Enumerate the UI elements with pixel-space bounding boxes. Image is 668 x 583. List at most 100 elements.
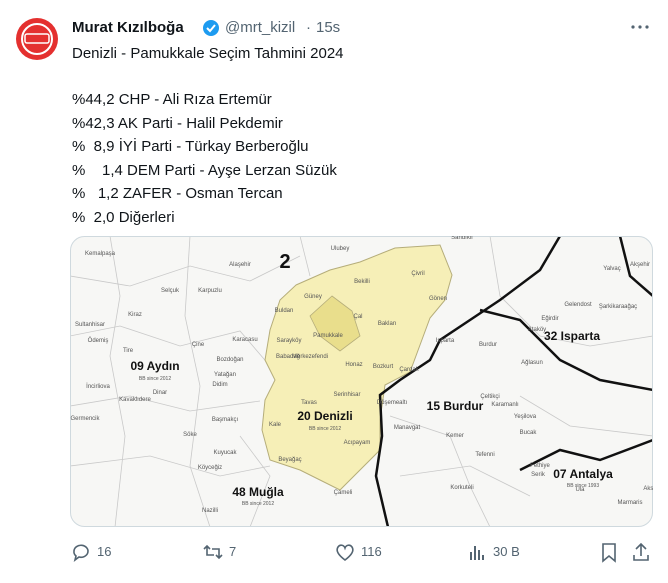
map-label: Bozdoğan: [216, 357, 243, 363]
map-label: Döşemealtı: [377, 400, 408, 406]
map-label: Kavaklıdere: [119, 397, 151, 403]
map-label: Gelendost: [564, 302, 592, 308]
map-label: Sandıklı: [451, 236, 473, 241]
map-label: Yalvaç: [603, 266, 621, 272]
time[interactable]: 15s: [316, 19, 341, 36]
map-label: Korkuteli: [450, 485, 473, 491]
avatar[interactable]: [16, 18, 58, 60]
map-label: BB since 2012: [242, 501, 274, 507]
map-label: BB since 2012: [139, 376, 171, 382]
map-label: Sultanhisar: [75, 322, 105, 328]
map-label: Dinar: [153, 390, 167, 396]
map-label: 20 Denizli: [297, 409, 352, 423]
map-label: Merkezefendi: [292, 354, 328, 360]
map-label: Pamukkale: [313, 333, 343, 339]
map-label: Karacasu: [232, 337, 257, 343]
views-count: 30 B: [493, 544, 520, 559]
map-label: BB since 1993: [567, 483, 599, 489]
map-label: Çal: [353, 314, 362, 320]
map-label: Tire: [123, 348, 134, 354]
map-label: Manavgat: [394, 425, 421, 431]
map-label: Beyağaç: [278, 457, 301, 463]
map-label: Serinhisar: [333, 392, 360, 398]
map-image[interactable]: 2 09 Aydın BB since 2012 20 Denizli BB since…: [70, 236, 653, 527]
map-label: Nazilli: [202, 508, 218, 514]
map-label: 09 Aydın: [130, 359, 179, 373]
map-label: Eğirdir: [541, 316, 558, 322]
map-label: 15 Burdur: [427, 399, 484, 413]
map-label: Ula: [575, 487, 585, 493]
map-label: Çameli: [334, 490, 353, 496]
map-label: Aksu: [643, 486, 653, 492]
map-label: Söke: [183, 432, 197, 438]
tweet-line: % 2,0 Diğerleri: [72, 208, 175, 226]
likes-icon[interactable]: [334, 541, 356, 563]
tweet-line: % 1,4 DEM Parti - Ayşe Lerzan Süzük: [72, 161, 337, 179]
map-label: Kuyucak: [213, 450, 237, 456]
map-label: Çardak: [399, 367, 419, 373]
map-label: Buldan: [275, 308, 294, 314]
map-label: Kemalpaşa: [85, 251, 116, 257]
map-label: Şarkikaraağaç: [599, 304, 637, 310]
map-label: Selçuk: [161, 288, 180, 294]
map-label: Didim: [212, 382, 227, 388]
map-label: Karpuzlu: [198, 288, 222, 294]
map-label: Babadağ: [276, 354, 300, 360]
share-button[interactable]: [630, 541, 652, 563]
map-label: Marmaris: [618, 500, 643, 506]
tweet-line: % 8,9 İYİ Parti - Türkay Berberoğlu: [72, 138, 309, 155]
map-label: Tavas: [301, 400, 317, 406]
tweet-title: Denizli - Pamukkale Seçim Tahmini 2024: [72, 45, 344, 62]
map-label: 2: [279, 251, 290, 273]
map-label: Bozkurt: [373, 364, 394, 370]
map-label: Başmakçı: [212, 417, 239, 423]
reposts-count: 7: [229, 544, 237, 559]
map-label: Ataköy: [528, 327, 546, 333]
map-label: Isparta: [436, 338, 455, 344]
map-label: Ulubey: [331, 246, 350, 252]
likes-count: 116: [361, 544, 382, 559]
map-label: Kale: [269, 422, 282, 428]
separator: ·: [306, 19, 311, 36]
map-label: Gönen: [429, 296, 447, 302]
reposts-icon[interactable]: [202, 541, 224, 563]
map-label: BB since 2012: [309, 426, 341, 432]
replies-count: 16: [97, 544, 112, 559]
views-icon[interactable]: [466, 541, 488, 563]
author-name[interactable]: Murat Kızılboğa: [72, 19, 184, 36]
map-label: Ödemiş: [88, 337, 109, 344]
map-label: 32 Isparta: [544, 329, 600, 343]
map-label: Çine: [192, 342, 205, 348]
map-label: 07 Antalya: [553, 467, 613, 481]
map-label: Kiraz: [128, 312, 142, 318]
tweet-line: % 1,2 ZAFER - Osman Tercan: [72, 185, 283, 202]
map-label: Kemer: [446, 433, 464, 439]
replies-icon[interactable]: [70, 541, 92, 563]
map-label: İncirliova: [86, 383, 110, 390]
tweet-line: %42,3 AK Parti - Halil Pekdemir: [72, 114, 283, 132]
map-label: Germencik: [70, 416, 100, 422]
map-label: Acıpayam: [344, 440, 371, 446]
bookmark-button[interactable]: [598, 541, 620, 563]
map-label: Bekilli: [354, 279, 370, 285]
map-label: Ağlasun: [521, 360, 543, 366]
handle[interactable]: @mrt_kizil: [225, 19, 296, 36]
map-label: Burdur: [479, 342, 497, 348]
map-label: Honaz: [345, 362, 362, 368]
map-label: Alaşehir: [229, 262, 251, 268]
map-label: Serik: [531, 472, 546, 478]
map-label: Bucak: [520, 430, 538, 436]
verified-badge: [203, 20, 219, 36]
map-label: Köyceğiz: [198, 465, 222, 471]
map-label: 48 Muğla: [232, 485, 284, 499]
map-label: Çeltikçi: [480, 394, 499, 400]
map-label: Çivril: [411, 271, 424, 277]
more-button[interactable]: [628, 18, 652, 36]
map-label: Yeşilova: [514, 414, 537, 420]
map-label: Fethiye: [530, 463, 550, 469]
map-label: Güney: [304, 294, 322, 300]
map-label: Akşehir: [630, 262, 650, 268]
tweet-line: %44,2 CHP - Ali Rıza Ertemür: [72, 91, 272, 108]
map-label: Sarayköy: [276, 338, 301, 344]
